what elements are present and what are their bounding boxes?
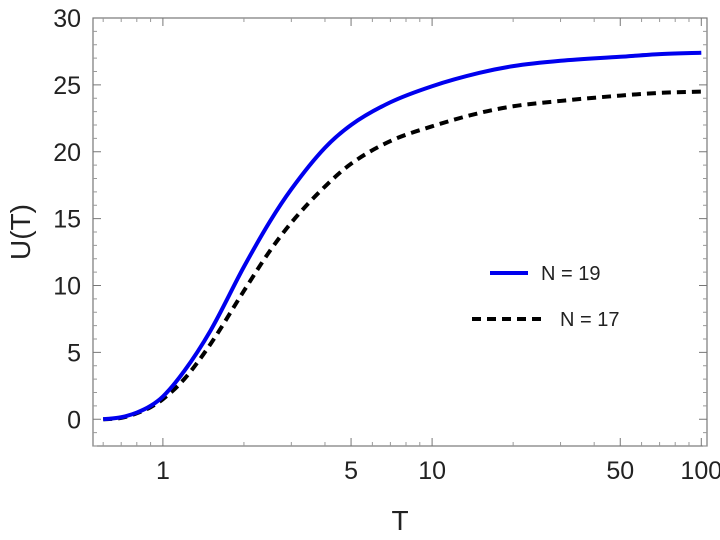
legend-label: N = 19 (541, 263, 600, 285)
x-tick-labels: 1 5 10 50 100 (156, 457, 720, 485)
y-tick-label: 10 (53, 273, 81, 301)
y-tick-label: 0 (67, 406, 81, 434)
x-tick-label: 50 (606, 457, 634, 485)
x-axis-label: T (391, 505, 408, 536)
series-line-solid (102, 50, 702, 422)
plot-frame (92, 17, 708, 447)
y-tick-label: 20 (53, 139, 81, 167)
y-tick-label: 15 (53, 206, 81, 234)
x-tick-label: 5 (344, 457, 358, 485)
x-tick-label: 10 (418, 457, 446, 485)
y-tick-labels: 0 5 10 15 20 25 30 (53, 5, 81, 434)
tick-marks (93, 17, 707, 447)
y-tick-label: 25 (53, 72, 81, 100)
series-lines (102, 50, 702, 422)
y-tick-label: 5 (67, 339, 81, 367)
legend-label: N = 17 (560, 309, 619, 331)
x-tick-label: 1 (156, 457, 170, 485)
series-line-dashed (103, 89, 702, 422)
y-tick-label: 30 (53, 5, 81, 33)
x-tick-label: 100 (680, 457, 720, 485)
y-axis-label: U(T) (5, 204, 36, 260)
legend: N = 19 N = 17 (472, 263, 619, 331)
